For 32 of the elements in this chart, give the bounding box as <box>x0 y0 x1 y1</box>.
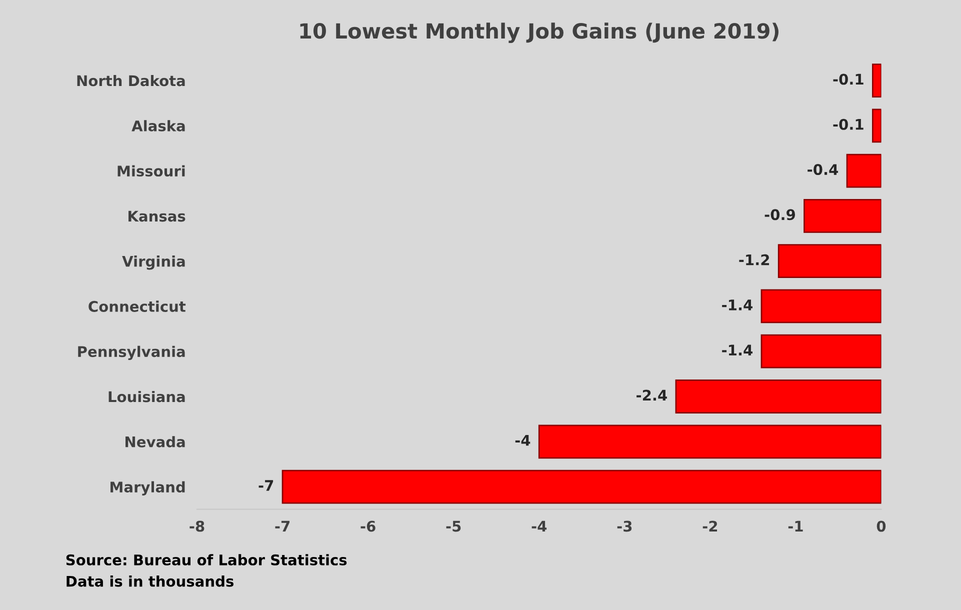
y-tick-label: Missouri <box>118 165 185 177</box>
data-label: -2.4 <box>636 390 667 401</box>
x-tick-label: -2 <box>702 520 718 532</box>
source-note: Source: Bureau of Labor Statistics <box>66 554 347 566</box>
y-tick-label: Connecticut <box>88 300 186 312</box>
x-tick-label: -1 <box>788 520 803 532</box>
chart-title: 10 Lowest Monthly Job Gains (June 2019) <box>300 22 778 43</box>
data-label: -0.9 <box>764 209 795 220</box>
data-label: -0.4 <box>808 164 838 176</box>
data-label: -4 <box>515 435 530 446</box>
x-tick-label: -3 <box>617 520 632 532</box>
y-tick-label: North Dakota <box>77 74 185 86</box>
data-label: -0.1 <box>833 118 864 130</box>
x-tick-label: -5 <box>446 520 461 532</box>
y-tick-label: Louisiana <box>108 390 185 402</box>
x-tick-label: -6 <box>360 520 376 532</box>
data-label: -1.4 <box>722 300 752 310</box>
data-label: -7 <box>258 480 274 491</box>
y-tick-label: Kansas <box>128 210 186 222</box>
text: Data is in thousands <box>66 575 234 587</box>
data-label: -0.1 <box>833 74 864 85</box>
y-tick-label: Alaska <box>132 120 185 132</box>
y-tick-label: Nevada <box>126 436 185 448</box>
x-tick-label: -4 <box>532 520 547 532</box>
y-tick-label: Virginia <box>122 256 185 270</box>
x-tick-label: 0 <box>876 520 886 532</box>
data-label: -1.2 <box>739 254 770 266</box>
y-tick-label: Pennsylvania <box>78 346 185 360</box>
x-tick-label: -7 <box>275 520 290 532</box>
x-tick-label: -8 <box>190 520 204 532</box>
data-label: -1.4 <box>722 344 752 356</box>
y-tick-label: Maryland <box>110 481 185 496</box>
